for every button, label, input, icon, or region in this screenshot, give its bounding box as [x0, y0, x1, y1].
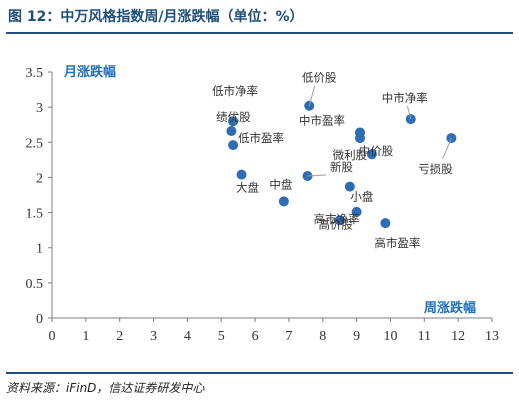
- data-label: 低市净率: [212, 84, 258, 98]
- x-axis-title: 周涨跌幅: [424, 300, 476, 316]
- data-point: [351, 206, 362, 217]
- data-label: 新股: [330, 160, 353, 174]
- leader-line: [308, 85, 316, 106]
- x-tick-label: 3: [150, 329, 157, 344]
- data-label: 绩优股: [216, 110, 251, 124]
- data-point: [226, 126, 237, 137]
- x-tick-label: 4: [184, 329, 191, 344]
- figure-source: 资料来源：iFinD，信达证券研发中心: [6, 381, 205, 395]
- data-label: 小盘: [350, 190, 373, 204]
- data-label: 微利股: [333, 148, 368, 162]
- data-label: 高价股: [318, 217, 353, 231]
- data-point: [228, 116, 239, 127]
- data-point: [228, 140, 239, 151]
- data-point: [380, 218, 391, 229]
- data-label: 亏损股: [418, 162, 453, 176]
- data-point: [355, 133, 365, 144]
- data-point: [344, 181, 355, 192]
- x-tick-label: 0: [49, 329, 56, 344]
- x-tick-label: 6: [252, 329, 259, 344]
- x-tick-label: 7: [285, 329, 292, 344]
- data-point: [334, 215, 345, 226]
- x-tick-label: 9: [353, 329, 360, 344]
- data-label: 中价股: [359, 144, 394, 158]
- x-tick-label: 5: [218, 329, 225, 344]
- data-label: 大盘: [236, 181, 259, 195]
- data-point: [278, 196, 289, 207]
- y-tick-label: 1.5: [26, 207, 44, 222]
- x-tick-label: 13: [485, 329, 499, 344]
- figure-footer: 资料来源：iFinD，信达证券研发中心: [6, 372, 513, 400]
- leader-line: [442, 137, 452, 160]
- figure-header: 图 12：中万风格指数周/月涨跌幅（单位：%）: [6, 4, 513, 34]
- y-tick-label: 0: [36, 312, 43, 327]
- y-tick-label: 3: [36, 101, 43, 116]
- data-label: 高市盈率: [374, 236, 420, 250]
- x-tick-label: 12: [451, 329, 465, 344]
- data-label: 低市盈率: [238, 131, 284, 145]
- y-tick-label: 3.5: [26, 66, 44, 81]
- x-tick-label: 10: [383, 329, 397, 344]
- figure-title: 图 12：中万风格指数周/月涨跌幅（单位：%）: [8, 9, 304, 25]
- x-tick-label: 1: [82, 329, 89, 344]
- y-tick-label: 0.5: [26, 277, 44, 292]
- data-label: 中盘: [269, 177, 292, 191]
- x-tick-label: 11: [418, 329, 431, 344]
- y-tick-label: 2: [36, 171, 43, 186]
- data-label: 中市净率: [382, 91, 428, 105]
- data-point: [366, 149, 377, 160]
- data-label: 中市盈率: [299, 113, 345, 127]
- y-axis-title: 月涨跌幅: [63, 64, 116, 80]
- x-tick-label: 2: [116, 329, 123, 344]
- y-tick-label: 1: [36, 242, 43, 257]
- data-point: [236, 169, 247, 180]
- data-label: 低价股: [302, 71, 337, 85]
- leader-line: [406, 105, 412, 120]
- leader-line: [307, 174, 327, 177]
- x-tick-label: 8: [319, 329, 326, 344]
- data-label: 高市净率: [314, 212, 360, 226]
- y-tick-label: 2.5: [26, 136, 44, 151]
